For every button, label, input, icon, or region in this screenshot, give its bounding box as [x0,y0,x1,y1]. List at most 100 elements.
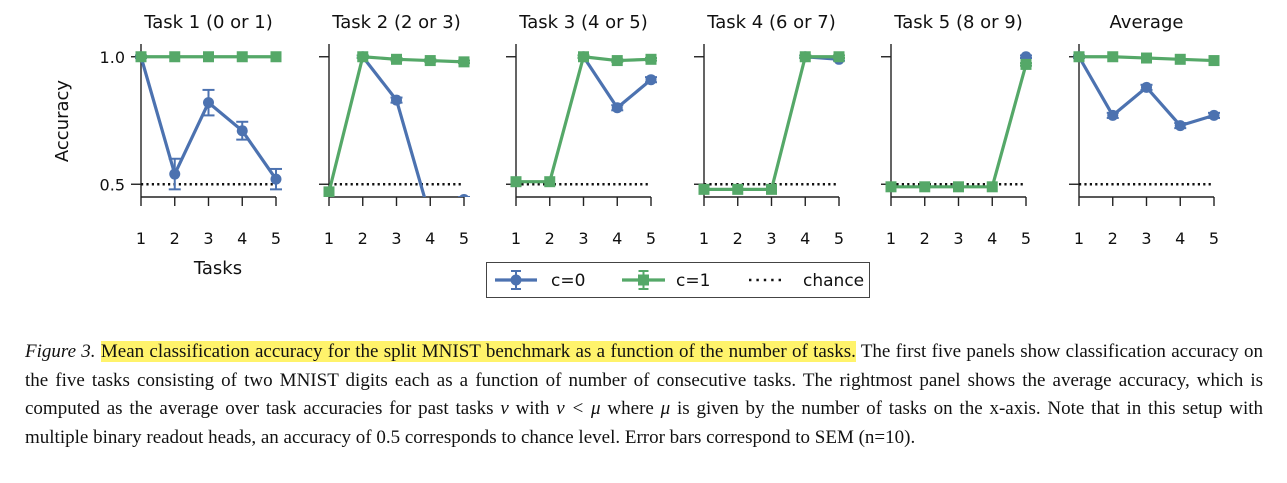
x-tick-label: 1 [886,229,896,248]
x-tick-label: 3 [203,229,213,248]
point-c1 [732,183,744,195]
plot-area [885,51,1032,193]
x-tick-label: 2 [733,229,743,248]
legend-marker-circle [510,274,522,286]
x-tick-label: 1 [699,229,709,248]
x-tick-label: 5 [1021,229,1031,248]
panel-title: Task 1 (0 or 1) [143,12,273,33]
point-c1 [986,181,998,193]
point-c1 [1073,51,1085,63]
point-c1 [357,51,369,63]
x-tick-label: 3 [766,229,776,248]
x-tick-label: 5 [834,229,844,248]
point-c1 [203,51,214,63]
x-tick-label: 4 [237,229,247,248]
point-c1 [645,53,657,65]
panel-title: Task 3 (4 or 5) [518,12,648,33]
point-c1 [424,55,436,67]
x-tick-label: 5 [459,229,469,248]
caption-math-nu: ν [500,398,509,419]
panel-1: Task 1 (0 or 1) 0.5 1.0 1 2 3 4 5 [100,12,282,248]
point-c1 [135,51,147,63]
point-c1 [611,55,623,67]
caption-text-4: is given by the number of tasks on the x… [25,398,1264,448]
x-tick-label: 4 [425,229,435,248]
legend-label: c=0 [551,271,585,291]
figure-caption: Figure 3. Mean classification accuracy f… [25,338,1263,452]
caption-text-2: with [508,398,557,419]
point-c0 [169,168,181,180]
legend-marker-square [638,274,649,286]
x-tick-label: 4 [800,229,810,248]
x-tick-label: 3 [578,229,588,248]
point-c0 [645,74,657,86]
panel-title: Task 5 (8 or 9) [893,12,1023,33]
point-c1 [1174,53,1186,65]
caption-text-1: The first five panels show classificatio… [25,341,1263,419]
y-tick-label: 1.0 [100,48,125,67]
y-tick-label: 0.5 [100,175,125,194]
x-tick-label: 1 [136,229,146,248]
panel-3: Task 3 (4 or 5) 1 2 3 4 5 [506,12,657,248]
panel-title: Average [1110,12,1184,33]
y-axis-label: Accuracy [52,80,73,163]
point-c1 [953,181,964,193]
point-c0 [236,125,248,137]
point-c0 [459,194,469,197]
series-line-c1 [704,55,839,191]
point-c0 [203,97,214,109]
plot-area [510,51,657,188]
panel-6: Average 1 2 3 4 5 [1069,12,1220,248]
point-c1 [698,183,710,195]
point-c1 [236,51,248,63]
panel-5: Task 5 (8 or 9) 1 2 3 4 5 [881,12,1032,248]
x-tick-label: 3 [953,229,963,248]
point-c1 [391,53,402,65]
x-tick-label: 1 [1074,229,1084,248]
point-c1 [885,181,897,193]
point-c0 [1208,109,1220,121]
panel-2: Task 2 (2 or 3) 1 2 3 4 5 [319,12,470,248]
point-c1 [1107,51,1119,63]
point-c1 [766,183,777,195]
x-tick-label: 1 [511,229,521,248]
point-c1 [270,51,282,63]
series-line-c1 [891,63,1028,189]
point-c1 [169,51,181,63]
x-tick-label: 1 [324,229,334,248]
series-line-c0 [361,55,427,197]
x-tick-label: 2 [545,229,555,248]
caption-highlighted-sentence: Mean classification accuracy for the spl… [100,341,856,362]
legend-label: c=1 [676,271,710,291]
point-c1 [578,51,589,63]
x-tick-label: 3 [1141,229,1151,248]
x-tick-label: 5 [271,229,281,248]
caption-figure-label: Figure 3. [25,341,96,362]
figure-chart: Accuracy Tasks Task 1 (0 or 1) 0.5 1.0 1 2 3 4… [52,12,1220,279]
x-axis-label: Tasks [193,258,242,279]
point-c0 [391,94,402,106]
point-c0 [270,173,282,185]
series-line-c0 [139,56,278,181]
x-tick-label: 3 [391,229,401,248]
panel-4: Task 4 (6 or 7) 1 2 3 4 5 [694,12,845,248]
x-tick-label: 5 [1209,229,1219,248]
point-c0 [1174,120,1186,132]
plot-area [1073,51,1220,132]
point-c0 [425,212,436,223]
legend-graphic: c=0 c=1 chance [495,270,864,291]
point-c0 [611,102,623,114]
plot-area [135,51,282,191]
caption-text-3: where [600,398,661,419]
panel-title: Task 2 (2 or 3) [331,12,461,33]
plot-area [323,51,470,223]
point-c1 [510,176,522,188]
point-c1 [1208,55,1220,67]
plot-area [698,51,845,195]
caption-math-inequality: ν < μ [556,398,601,419]
point-c1 [1141,52,1152,64]
x-tick-label: 2 [1108,229,1118,248]
x-tick-label: 2 [170,229,180,248]
x-tick-label: 2 [920,229,930,248]
legend: c=0 c=1 chance [486,262,870,298]
